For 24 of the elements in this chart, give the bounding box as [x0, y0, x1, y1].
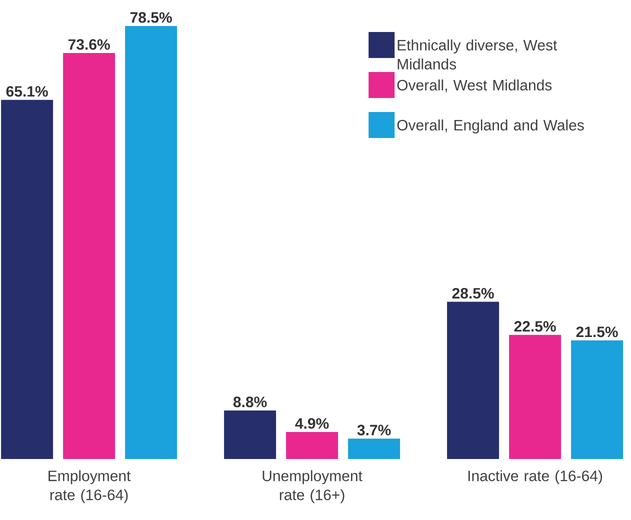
- bar: [286, 432, 338, 459]
- data-label: 73.6%: [68, 39, 110, 50]
- bar: [224, 410, 276, 459]
- data-label: 78.5%: [130, 12, 172, 23]
- x-tick-label: Unemployment rate (16+): [262, 470, 362, 504]
- legend-label: Overall, England and Wales: [397, 119, 584, 134]
- data-label: 21.5%: [576, 326, 618, 338]
- bar: [447, 302, 500, 459]
- bar: [571, 340, 624, 459]
- data-label: 22.5%: [514, 321, 556, 332]
- bar: [125, 26, 178, 459]
- data-label: 28.5%: [452, 288, 494, 299]
- data-label: 3.7%: [357, 424, 391, 436]
- x-tick-label: Employment rate (16-64): [48, 470, 131, 504]
- x-tick-label: Inactive rate (16-64): [468, 470, 602, 484]
- data-label: 8.8%: [233, 396, 267, 408]
- bar: [348, 438, 400, 459]
- bar: [509, 334, 562, 459]
- bar: [63, 53, 116, 459]
- data-label: 65.1%: [6, 86, 48, 97]
- bar: [1, 100, 54, 459]
- legend-label: Ethnically diverse, West Midlands: [398, 39, 558, 70]
- data-label: 4.9%: [295, 418, 329, 429]
- legend-label: Overall, West Midlands: [397, 79, 552, 92]
